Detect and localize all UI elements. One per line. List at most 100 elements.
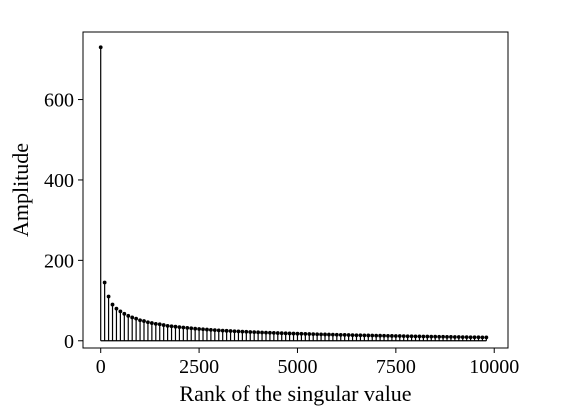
stem-marker [437, 334, 442, 339]
stem-marker [244, 329, 249, 334]
stem-marker [362, 333, 367, 338]
stem-marker [260, 330, 264, 335]
stem-marker [208, 327, 213, 332]
stem-marker [397, 334, 402, 338]
x-axis-ticks: 0 2500 5000 7500 10000 [96, 348, 519, 378]
x-tick-label: 10000 [469, 356, 519, 378]
plot-frame [82, 31, 509, 349]
stem-marker [366, 333, 371, 338]
stem-marker [268, 330, 272, 335]
stem-marker [342, 333, 347, 337]
stem-marker [370, 333, 375, 338]
stem-marker [334, 332, 339, 337]
stem-marker [220, 328, 225, 333]
stem-marker [279, 331, 284, 336]
stem-marker [480, 335, 485, 340]
stem-marker [452, 335, 457, 339]
stem-marker [177, 325, 182, 329]
stem-marker [390, 334, 394, 338]
stem-marker [386, 333, 390, 338]
stem-marker [130, 315, 135, 320]
stem-marker [248, 330, 253, 334]
stem-marker [122, 311, 127, 316]
stem-marker [228, 329, 233, 333]
stem-marker [134, 316, 139, 321]
stem-marker [193, 326, 198, 331]
stem-marker [161, 323, 166, 327]
stem-marker [323, 332, 327, 337]
stem-marker [142, 319, 146, 323]
stem-marker [106, 294, 111, 299]
stem-marker [307, 332, 312, 336]
stem-marker [173, 324, 178, 329]
stem-marker [146, 320, 150, 325]
stem-marker [393, 334, 398, 338]
stem-marker [338, 332, 343, 337]
stem-marker [295, 331, 300, 336]
stem-marker [138, 318, 142, 323]
x-tick-label: 2500 [179, 356, 219, 378]
stem-marker [264, 330, 268, 335]
stem-marker [126, 313, 131, 318]
stem-marker [98, 45, 103, 50]
stem-marker [271, 331, 276, 335]
stem-marker [358, 333, 363, 338]
stem-marker [205, 327, 209, 332]
stem-marker [110, 302, 115, 307]
stem-marker [157, 322, 162, 327]
y-tick-label: 0 [64, 331, 74, 353]
stem-marker [189, 326, 194, 331]
stem-marker [441, 334, 445, 339]
stem-marker [484, 335, 489, 340]
y-tick-label: 600 [44, 90, 74, 112]
stem-marker [275, 331, 280, 335]
stem-marker [118, 309, 123, 314]
stem-marker [212, 328, 217, 333]
stem-marker [114, 306, 119, 311]
stem-marker [409, 334, 414, 339]
stem-marker [149, 321, 154, 325]
stem-marker [232, 329, 237, 334]
stem-marker [153, 321, 158, 326]
stem-marker [287, 331, 292, 336]
stem-marker [460, 335, 465, 340]
stem-marker [319, 332, 323, 337]
stem-marker [224, 328, 229, 333]
stem-marker [291, 331, 296, 336]
stem-marker [417, 334, 422, 339]
stem-marker [425, 334, 430, 339]
y-axis-label: Amplitude [8, 143, 33, 237]
stem-marker [330, 332, 335, 337]
stem-marker [252, 330, 257, 335]
y-axis-ticks: 0 200 400 600 [44, 90, 83, 353]
stem-series [98, 45, 489, 342]
stem-marker [433, 334, 438, 339]
stem-marker [472, 335, 477, 340]
stem-marker [456, 335, 461, 339]
stem-marker [236, 329, 241, 334]
stem-marker [413, 334, 418, 339]
stem-marker [256, 330, 261, 335]
stem-marker [185, 325, 190, 330]
stem-marker [346, 333, 351, 337]
stem-marker [299, 331, 304, 336]
stem-marker [315, 332, 320, 337]
stem-marker [181, 325, 186, 330]
y-tick-label: 400 [44, 170, 74, 192]
stem-marker [405, 334, 410, 339]
stem-marker [374, 333, 379, 338]
stem-marker [449, 335, 453, 339]
stem-marker [327, 332, 331, 337]
x-axis-label: Rank of the singular value [179, 381, 411, 406]
stem-marker [311, 332, 316, 337]
stem-marker [216, 328, 221, 333]
stem-marker [165, 323, 170, 328]
x-tick-label: 0 [96, 356, 106, 378]
stem-marker [382, 333, 386, 338]
x-tick-label: 7500 [376, 356, 416, 378]
stem-marker [197, 327, 201, 331]
stem-marker [102, 280, 107, 285]
stem-marker [476, 335, 481, 340]
stem-marker [464, 335, 469, 340]
